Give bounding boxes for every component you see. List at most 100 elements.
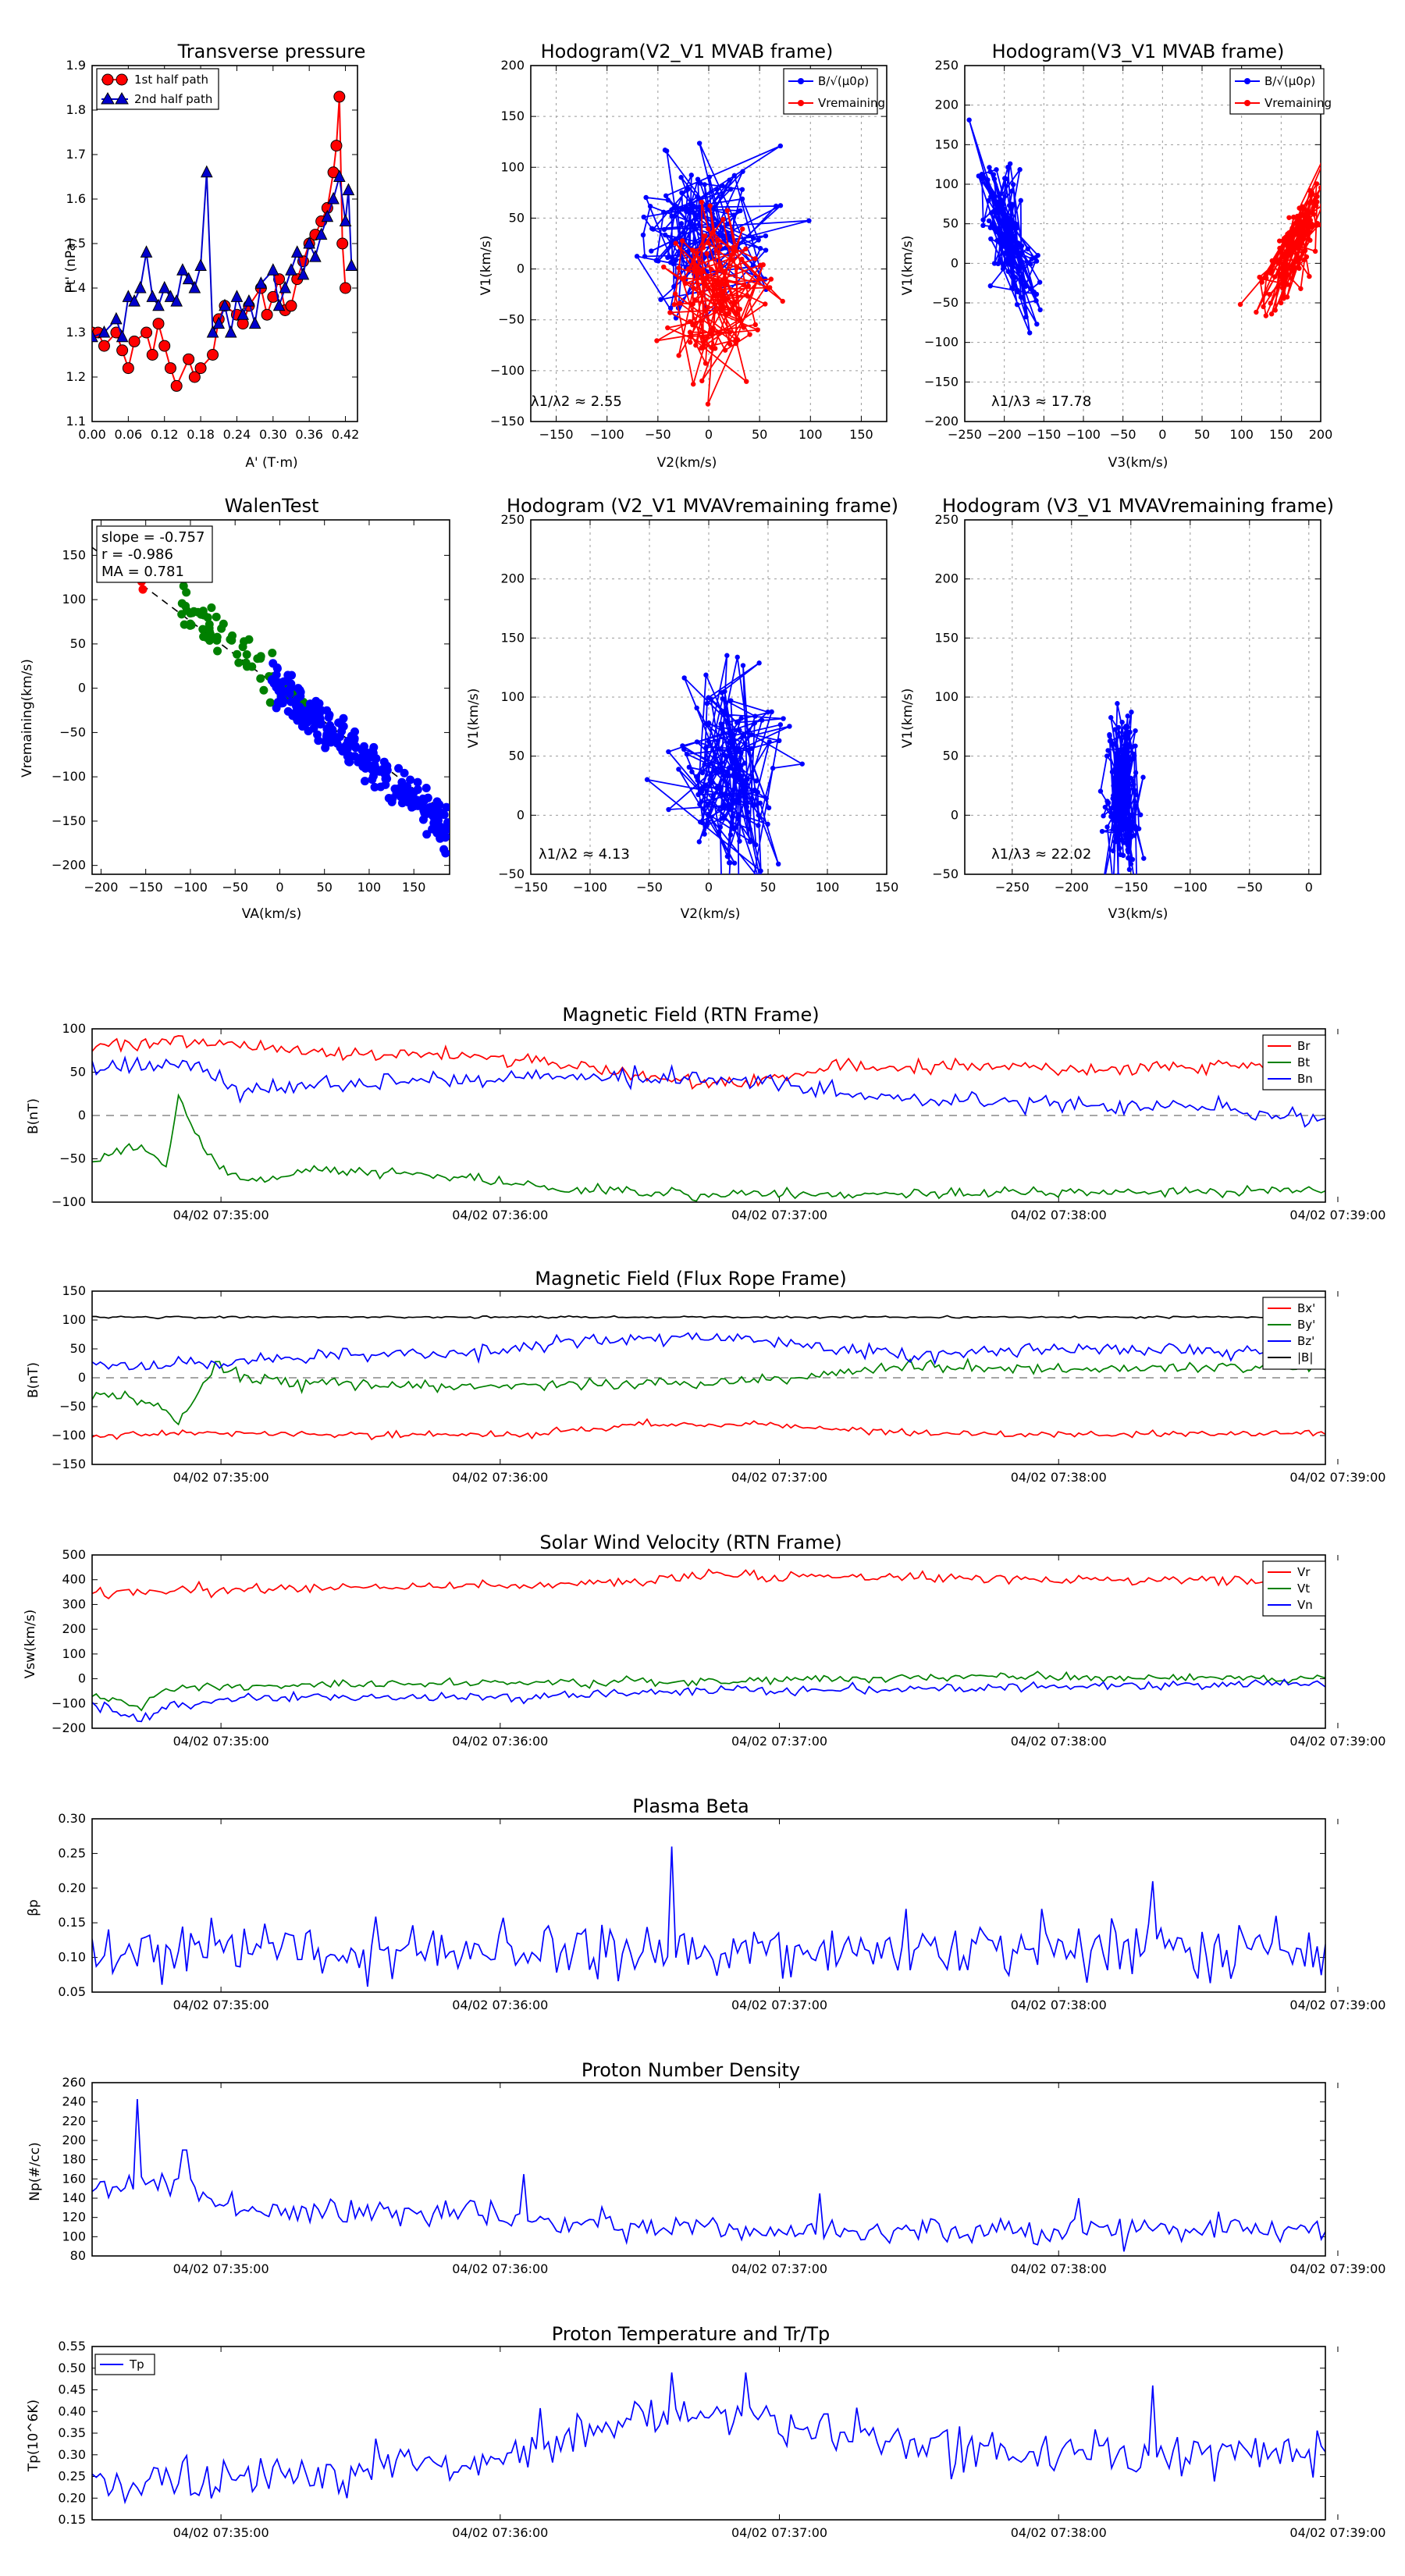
y-tick-label: −50 bbox=[932, 866, 959, 881]
data-point bbox=[676, 767, 681, 772]
x-tick-label: 150 bbox=[875, 880, 899, 895]
data-point bbox=[650, 226, 656, 232]
data-point bbox=[706, 240, 711, 246]
x-tick-label: 04/02 07:36:00 bbox=[452, 1208, 548, 1222]
data-point bbox=[710, 793, 716, 799]
data-point bbox=[345, 258, 357, 271]
data-point bbox=[752, 787, 758, 793]
y-tick-label: 0.15 bbox=[58, 2512, 86, 2527]
plot-area: −250 −200 −150 −100 −50 0 −50 0 50 100 150 200 250 bbox=[932, 512, 1321, 895]
x-tick-label: 150 bbox=[849, 427, 873, 442]
data-point bbox=[309, 249, 322, 262]
data-point bbox=[735, 208, 742, 214]
data-point bbox=[1127, 812, 1133, 818]
data-point bbox=[702, 831, 707, 837]
data-point bbox=[695, 269, 700, 274]
data-point bbox=[727, 329, 733, 335]
data-point bbox=[1126, 866, 1133, 873]
data-point bbox=[152, 318, 165, 330]
data-point bbox=[773, 203, 779, 209]
y-tick-label: 0 bbox=[517, 807, 525, 822]
r-text: r = -0.986 bbox=[101, 546, 173, 563]
data-point bbox=[681, 746, 687, 753]
axes-frame bbox=[964, 519, 1321, 875]
data-point bbox=[1122, 806, 1128, 811]
data-point bbox=[1104, 824, 1110, 830]
data-point bbox=[164, 362, 176, 375]
x-tick-label: 04/02 07:35:00 bbox=[173, 1998, 269, 2012]
plot-area: 80 100 120 140 160 180 200 220 240 260 04/02 07:35… bbox=[62, 2075, 1385, 2276]
data-point bbox=[720, 803, 726, 809]
legend-marker-vrem bbox=[798, 100, 804, 106]
series-line-3 bbox=[92, 1332, 1325, 1371]
data-point bbox=[1018, 294, 1024, 300]
data-point bbox=[727, 187, 734, 192]
data-point bbox=[706, 226, 711, 232]
data-point bbox=[721, 991, 726, 995]
y-axis-label: βp bbox=[26, 1899, 41, 1916]
data-point bbox=[751, 803, 756, 809]
data-point bbox=[671, 283, 677, 290]
data-point bbox=[1122, 814, 1128, 820]
data-point bbox=[743, 246, 749, 251]
data-point bbox=[744, 804, 749, 809]
data-point bbox=[1281, 291, 1286, 297]
data-point bbox=[1118, 780, 1124, 785]
data-point bbox=[1264, 276, 1269, 281]
data-point bbox=[768, 276, 774, 282]
data-point bbox=[991, 176, 998, 182]
data-point bbox=[690, 301, 695, 307]
data-point bbox=[1112, 807, 1119, 813]
data-point bbox=[732, 248, 738, 254]
x-tick-label: 04/02 07:39:00 bbox=[1289, 1734, 1385, 1749]
y-tick-label: 1.3 bbox=[66, 325, 86, 340]
data-point bbox=[1297, 265, 1302, 271]
x-tick-label: 50 bbox=[752, 427, 767, 442]
data-point bbox=[371, 765, 380, 774]
legend-label-vr: Vr bbox=[1297, 1565, 1311, 1579]
data-point bbox=[1016, 265, 1022, 270]
data-point bbox=[182, 606, 191, 615]
y-tick-label: 0.05 bbox=[58, 1984, 86, 1999]
data-point bbox=[1001, 263, 1006, 269]
data-point bbox=[1281, 236, 1287, 241]
x-tick-label: 04/02 07:38:00 bbox=[1011, 1208, 1107, 1222]
data-point bbox=[1028, 262, 1033, 267]
data-point bbox=[194, 362, 207, 375]
plasma-beta-chart: Plasma Beta βp 0.050.100.150.200.250.300… bbox=[26, 1795, 1385, 2012]
y-tick-label: 200 bbox=[934, 98, 959, 112]
data-point bbox=[1009, 188, 1015, 194]
data-point bbox=[749, 745, 754, 752]
y-tick-label: 220 bbox=[62, 2113, 86, 2128]
data-point bbox=[1310, 191, 1315, 197]
data-point bbox=[1282, 255, 1287, 261]
y-axis-label: V1(km/s) bbox=[900, 688, 916, 749]
y-tick-label: 1.6 bbox=[66, 191, 86, 206]
data-point bbox=[1126, 838, 1131, 845]
x-tick-label: −50 bbox=[222, 880, 248, 895]
data-point bbox=[763, 795, 769, 801]
data-point bbox=[1110, 848, 1116, 854]
data-point bbox=[1267, 291, 1272, 297]
data-point bbox=[691, 286, 696, 291]
data-point bbox=[702, 308, 708, 313]
x-tick-label: 0.00 bbox=[78, 427, 106, 442]
plot-area: −150 −100 −50 0 50 100 150 −50 0 50 100 150 200 250 bbox=[498, 512, 899, 995]
data-point bbox=[769, 709, 774, 715]
data-point bbox=[442, 802, 450, 812]
data-point bbox=[698, 208, 704, 215]
data-point bbox=[1111, 817, 1116, 824]
data-point bbox=[1124, 798, 1129, 803]
data-point bbox=[692, 297, 698, 303]
data-point bbox=[413, 785, 422, 794]
data-point bbox=[710, 283, 716, 289]
data-point bbox=[641, 214, 646, 220]
data-point bbox=[667, 305, 674, 311]
data-point bbox=[745, 294, 751, 299]
data-point bbox=[422, 830, 432, 839]
data-point bbox=[98, 340, 110, 352]
data-point bbox=[1133, 743, 1138, 749]
data-point bbox=[1010, 182, 1016, 187]
data-point bbox=[1285, 265, 1290, 271]
data-point bbox=[1010, 251, 1016, 257]
